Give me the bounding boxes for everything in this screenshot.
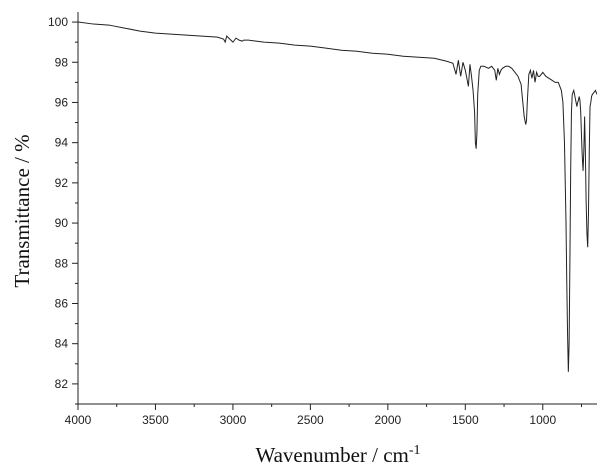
x-tick-label: 4000 xyxy=(65,413,92,427)
y-tick-label: 94 xyxy=(55,136,69,150)
axis-ticks xyxy=(72,21,583,410)
tick-labels: 4000 3500 3000 2500 2000 1500 1000 82 84 86 88 90 92… xyxy=(48,15,556,427)
x-tick-label: 2000 xyxy=(374,413,401,427)
x-tick-label: 2500 xyxy=(297,413,324,427)
y-tick-label: 92 xyxy=(55,176,69,190)
y-tick-label: 90 xyxy=(55,216,69,230)
y-tick-label: 86 xyxy=(55,296,69,310)
x-tick-label: 1000 xyxy=(529,413,556,427)
y-axis-title: Transmittance / % xyxy=(10,134,34,287)
x-tick-label: 1500 xyxy=(452,413,479,427)
y-tick-label: 84 xyxy=(55,337,69,351)
y-tick-label: 100 xyxy=(48,15,68,29)
x-axis-title-superscript: -1 xyxy=(409,443,421,458)
x-tick-label: 3500 xyxy=(142,413,169,427)
plot-frame xyxy=(77,12,597,405)
x-axis-title-text: Wavenumber / cm xyxy=(255,443,408,467)
y-tick-label: 98 xyxy=(55,55,69,69)
x-tick-label: 3000 xyxy=(220,413,247,427)
y-tick-label: 82 xyxy=(55,377,69,391)
y-tick-label: 96 xyxy=(55,95,69,109)
x-axis-title: Wavenumber / cm-1 xyxy=(255,443,420,467)
series-line xyxy=(77,21,597,372)
y-tick-label: 88 xyxy=(55,256,69,270)
